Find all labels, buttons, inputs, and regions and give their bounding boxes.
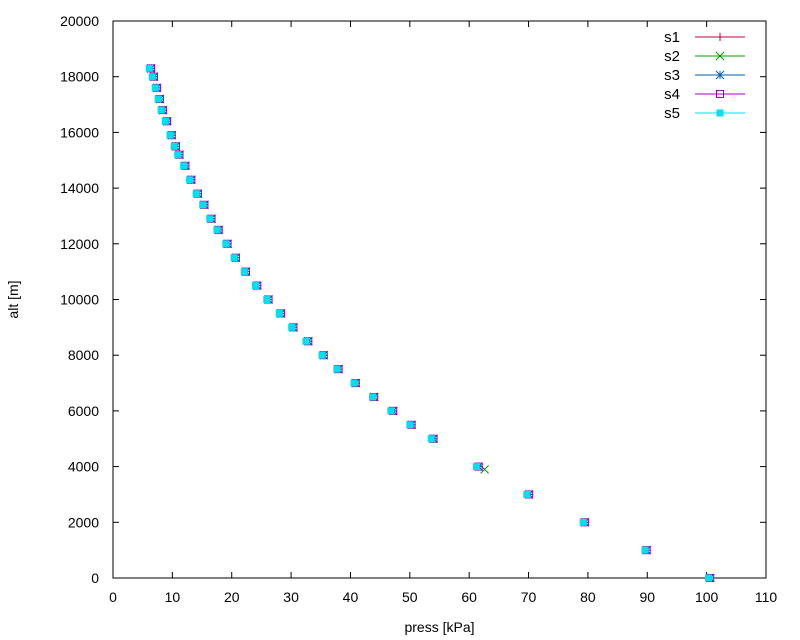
data-point (192, 190, 200, 198)
series-s2 (146, 63, 715, 583)
legend-label: s3 (664, 67, 680, 84)
x-tick-label: 20 (224, 589, 240, 605)
legend-marker (715, 70, 725, 80)
data-point (180, 162, 188, 170)
data-point (186, 176, 194, 184)
legend-label: s2 (664, 48, 680, 65)
x-tick-label: 70 (521, 589, 537, 605)
data-point (406, 421, 414, 429)
data-point (579, 518, 587, 526)
x-axis-label: press [kPa] (404, 619, 474, 635)
data-point (523, 490, 531, 498)
data-point (157, 106, 165, 114)
legend-marker (716, 109, 724, 117)
legend-label: s5 (664, 105, 680, 122)
data-point (145, 64, 153, 72)
data-point (213, 226, 221, 234)
x-tick-label: 110 (755, 589, 778, 605)
series-s3 (146, 63, 715, 583)
legend-marker (716, 90, 724, 98)
data-point (170, 142, 178, 150)
x-tick-label: 40 (343, 589, 359, 605)
x-tick-label: 100 (695, 589, 719, 605)
data-point (240, 268, 248, 276)
data-point (166, 131, 174, 139)
data-point (641, 546, 649, 554)
data-point (288, 323, 296, 331)
y-tick-label: 20000 (60, 13, 99, 29)
data-point (704, 574, 712, 582)
x-tick-label: 90 (639, 589, 655, 605)
data-point (199, 201, 207, 209)
legend-item-s3: s3 (664, 67, 745, 84)
data-point (222, 240, 230, 248)
data-marks (145, 63, 715, 583)
legend-item-s1: s1 (664, 29, 745, 46)
y-tick-label: 14000 (60, 180, 99, 196)
legend-marker (715, 51, 725, 61)
y-tick-label: 12000 (60, 236, 99, 252)
legend: s1 s2 s3 s4 s5 (664, 29, 745, 122)
y-axis-label: alt [m] (5, 280, 21, 318)
x-tick-label: 30 (283, 589, 299, 605)
data-point (154, 95, 162, 103)
legend-item-s4: s4 (664, 86, 745, 103)
data-point (427, 435, 435, 443)
y-tick-label: 18000 (60, 69, 99, 85)
x-tick-label: 0 (109, 589, 117, 605)
data-point (148, 73, 156, 81)
data-point (333, 365, 341, 373)
data-point (263, 296, 271, 303)
y-tick-label: 0 (91, 570, 99, 586)
data-point (387, 407, 395, 415)
legend-label: s1 (664, 29, 680, 46)
data-point (251, 282, 259, 290)
legend-item-s2: s2 (664, 48, 745, 65)
legend-label: s4 (664, 86, 680, 103)
y-tick-label: 8000 (68, 347, 99, 363)
axis-ticks: 0 10 20 30 40 50 60 70 80 90 100 110 0 2000 4000 6000 80… (60, 13, 777, 605)
x-tick-label: 10 (165, 589, 181, 605)
data-point (350, 379, 358, 387)
y-tick-label: 2000 (68, 514, 99, 530)
x-tick-label: 50 (402, 589, 418, 605)
data-point (206, 215, 214, 223)
series-s1 (146, 64, 715, 582)
y-tick-label: 4000 (68, 459, 99, 475)
data-point (230, 254, 238, 262)
x-tick-label: 60 (461, 589, 477, 605)
data-point (368, 393, 376, 401)
data-point (151, 84, 159, 92)
x-tick-label: 80 (580, 589, 596, 605)
y-tick-label: 10000 (60, 292, 99, 308)
legend-item-s5: s5 (664, 105, 745, 122)
data-point (174, 151, 182, 159)
data-point (472, 463, 480, 471)
series-s5 (145, 64, 712, 582)
y-tick-label: 6000 (68, 403, 99, 419)
series-s4 (146, 64, 715, 582)
y-tick-label: 16000 (60, 124, 99, 140)
data-point (161, 117, 169, 125)
data-point (302, 337, 310, 345)
data-point (318, 351, 326, 359)
data-point (275, 309, 283, 317)
legend-marker (716, 33, 724, 41)
